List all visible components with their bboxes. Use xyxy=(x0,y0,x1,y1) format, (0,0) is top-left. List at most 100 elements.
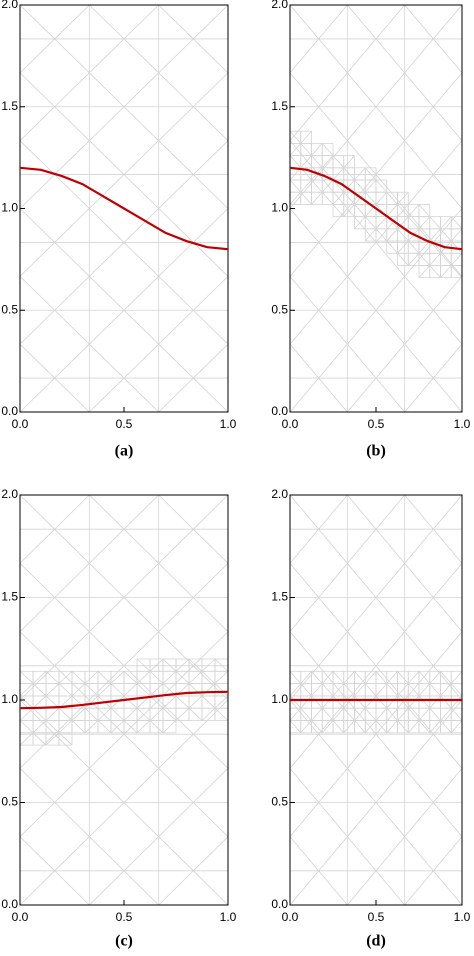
mesh-edge xyxy=(332,695,345,709)
mesh-edge xyxy=(300,130,312,144)
mesh-edge xyxy=(158,208,194,243)
mesh-edge xyxy=(89,597,125,632)
mesh-edge xyxy=(343,695,355,709)
mesh-edge xyxy=(386,695,398,709)
mesh-edge xyxy=(433,631,463,667)
mesh-edge xyxy=(289,143,302,156)
mesh-edge xyxy=(158,494,194,530)
mesh-edge xyxy=(19,695,34,709)
mesh-edge xyxy=(193,208,229,243)
mesh-edge xyxy=(89,4,125,40)
mesh-edge xyxy=(375,870,405,906)
mesh-edge xyxy=(158,4,194,40)
mesh-edge xyxy=(332,683,345,697)
mesh-edge xyxy=(89,174,125,209)
x-tick-label: 0.5 xyxy=(368,910,385,924)
mesh-edge xyxy=(123,528,159,564)
mesh-edge xyxy=(404,870,434,906)
mesh-edge xyxy=(193,140,229,175)
mesh-edge xyxy=(343,707,355,721)
x-tick-label: 0.5 xyxy=(116,417,133,431)
y-tick-label: 0.5 xyxy=(1,302,18,316)
mesh-edge xyxy=(19,733,55,769)
mesh-edge xyxy=(300,191,312,205)
mesh-edge xyxy=(97,707,112,721)
mesh-edge xyxy=(300,671,312,684)
mesh-edge xyxy=(332,707,345,721)
mesh-edge xyxy=(58,671,73,684)
mesh-edge xyxy=(354,167,366,181)
mesh-edge xyxy=(433,208,463,243)
mesh-edge xyxy=(404,106,434,141)
mesh-edge xyxy=(418,228,431,242)
mesh-edge xyxy=(162,658,177,672)
mesh-edge xyxy=(433,140,463,175)
interface-line xyxy=(19,690,229,710)
mesh-edge xyxy=(404,733,434,769)
mesh-edge xyxy=(404,4,434,40)
mesh-edge xyxy=(289,707,302,721)
mesh-edge xyxy=(71,695,86,709)
mesh-edge xyxy=(158,72,194,108)
mesh-edge xyxy=(175,707,190,721)
mesh-edge xyxy=(193,597,229,632)
mesh-edge xyxy=(158,38,194,74)
mesh-edge xyxy=(289,802,319,837)
mesh-edge xyxy=(375,276,405,311)
mesh-edge xyxy=(54,106,90,141)
mesh-edge xyxy=(19,4,55,40)
mesh-edge xyxy=(32,683,47,697)
mesh-edge xyxy=(347,377,377,413)
mesh-edge xyxy=(433,106,463,141)
mesh-edge xyxy=(386,204,398,217)
mesh-edge xyxy=(318,768,348,803)
mesh-edge xyxy=(386,671,398,684)
mesh-edge xyxy=(375,343,405,379)
mesh-edge xyxy=(136,683,151,697)
mesh-edge xyxy=(19,174,55,209)
mesh-edge xyxy=(375,228,388,242)
y-tick-label: 1.5 xyxy=(1,590,18,604)
mesh-edge xyxy=(123,106,159,141)
mesh-edge xyxy=(54,870,90,906)
mesh-edge xyxy=(193,563,229,598)
mesh-edge xyxy=(89,733,125,769)
mesh-edge xyxy=(193,38,229,74)
mesh-edge xyxy=(407,695,420,709)
mesh-edge xyxy=(418,695,431,709)
mesh-edge xyxy=(289,683,302,697)
mesh-edge xyxy=(386,720,398,734)
mesh-edge xyxy=(404,72,434,108)
mesh-edge xyxy=(318,4,348,40)
mesh-edge xyxy=(364,167,377,181)
mesh-edge xyxy=(123,597,159,632)
mesh-edge xyxy=(300,720,312,734)
x-tick-label: 0.0 xyxy=(12,910,29,924)
mesh-edge xyxy=(433,528,463,564)
mesh-edge xyxy=(404,768,434,803)
mesh-edge xyxy=(433,733,463,769)
mesh-edge xyxy=(332,204,345,217)
mesh xyxy=(289,494,463,906)
mesh-edge xyxy=(375,242,405,277)
mesh-edge xyxy=(440,720,452,734)
mesh-edge xyxy=(429,216,441,230)
mesh-edge xyxy=(158,174,194,209)
y-tick-label: 0.0 xyxy=(1,897,18,911)
mesh-edge xyxy=(188,707,203,721)
panel-label: (d) xyxy=(366,933,386,950)
mesh-edge xyxy=(19,768,55,803)
mesh-edge xyxy=(343,683,355,697)
mesh-edge xyxy=(89,140,125,175)
mesh-edge xyxy=(19,870,55,906)
mesh-edge xyxy=(300,179,312,193)
mesh-edge xyxy=(158,768,194,803)
y-tick-label: 0.5 xyxy=(271,302,288,316)
mesh-edge xyxy=(433,38,463,74)
mesh-edge xyxy=(318,494,348,530)
mesh-edge xyxy=(214,695,229,709)
x-tick-label: 1.0 xyxy=(220,910,237,924)
mesh-edge xyxy=(158,276,194,311)
mesh-edge xyxy=(318,309,348,345)
y-tick-label: 0.5 xyxy=(1,795,18,809)
